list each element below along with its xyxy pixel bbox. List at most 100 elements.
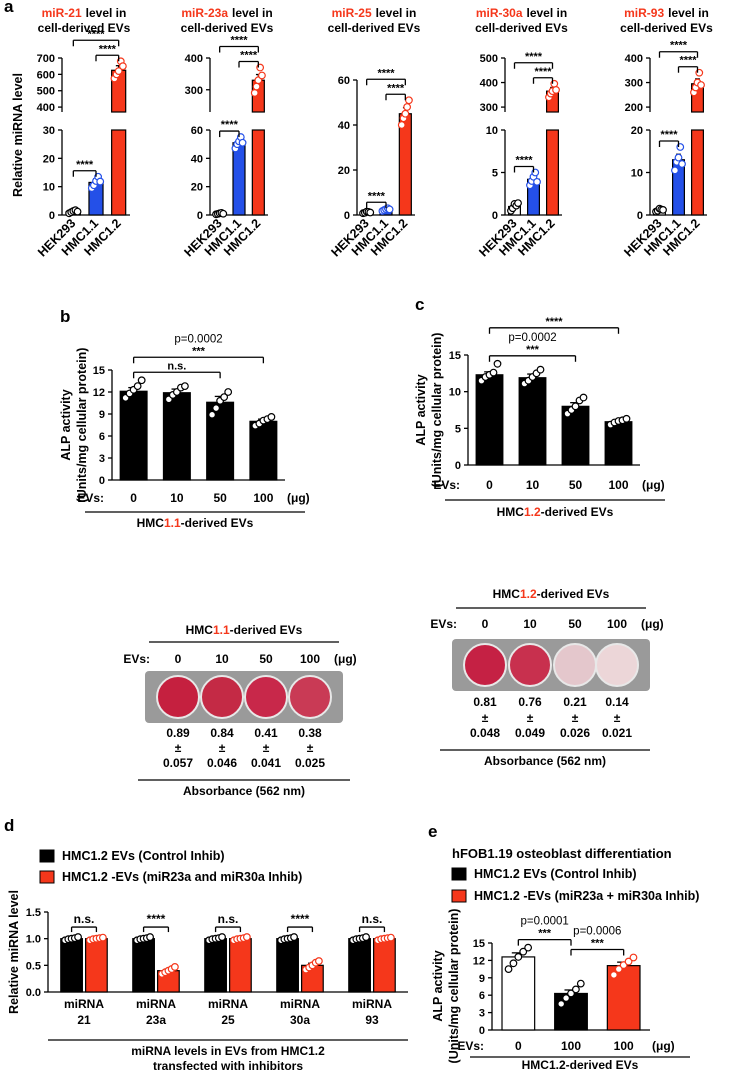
y-tick-label: 1.5 [26,907,41,919]
bar [204,938,227,993]
y-tick-label: 300 [185,85,203,97]
wells-title-part: HMC [493,587,521,601]
plus-minus: ± [482,711,489,725]
y-tick-label: 20 [43,153,55,165]
y-tick-label: 400 [625,53,643,65]
y-tick-label: 12 [473,955,485,967]
data-point [401,109,410,118]
bar [119,390,148,481]
absorbance-error: 0.041 [251,756,281,770]
chart-title: miR-23a level in [181,6,272,20]
data-point [146,933,154,941]
panel-letter: e [428,822,437,841]
significance-label: *** [538,928,552,940]
bar [475,374,504,466]
y-tick-label: 500 [480,53,498,65]
absorbance-error: 0.057 [163,756,193,770]
bar [60,938,83,993]
data-point [114,67,123,75]
significance-label: **** [230,35,248,47]
x-tick-label: miRNA [208,997,248,1011]
x-tick-label: miRNA [136,997,176,1011]
data-point [562,994,571,1002]
x-tick-label: 93 [365,1013,379,1027]
panel-letter: c [415,295,424,314]
data-point [366,208,375,217]
wells-title-part: HMC [186,623,214,637]
data-point [137,376,146,385]
absorbance-error: 0.025 [295,756,325,770]
y-tick-label: 20 [191,182,203,194]
plus-minus: ± [219,741,226,755]
bar [232,142,246,216]
y-tick-label: 300 [480,102,498,114]
significance-label: **** [221,119,239,131]
data-point [212,404,221,413]
legend-label: HMC1.2 EVs (Control Inhib) [62,849,225,863]
x-tick-label: 100 [607,617,627,631]
legend-swatch [451,889,467,903]
y-axis-label: (Units/mg cellular protein) [430,333,444,488]
significance-label: **** [545,316,563,328]
x-tick-label: 0 [515,1039,522,1053]
y-tick-label: 9 [99,409,105,421]
bar [691,129,704,216]
plus-minus: ± [175,741,182,755]
significance-label: **** [147,912,166,926]
plus-minus: ± [263,741,270,755]
data-point [552,86,560,94]
well [595,643,639,687]
y-tick-label: 5 [455,423,461,435]
bar [373,938,396,993]
data-point [267,413,276,421]
plus-minus: ± [614,711,621,725]
significance-label: **** [660,129,678,141]
data-point [258,71,266,80]
x-tick-label: miRNA [280,997,320,1011]
y-tick-label: 0 [99,475,105,487]
data-point [609,971,618,979]
absorbance-value: 0.76 [518,695,542,709]
x-tick-label: miRNA [352,997,392,1011]
significance-label: **** [368,190,386,202]
x-tick-label: 100 [253,491,273,505]
data-point [218,933,226,941]
x-tick-label: 21 [77,1013,91,1027]
absorbance-error: 0.048 [470,726,500,740]
y-tick-label: 40 [191,153,203,165]
bar [85,938,108,993]
legend-swatch [451,867,467,881]
x-axis-label-part: 1.1 [164,516,181,530]
x-unit: (μg) [334,652,357,666]
x-tick-label: 100 [614,1039,634,1053]
data-point [571,985,580,994]
chart-title: cell-derived EVs [620,21,713,35]
significance-label: *** [591,938,605,950]
y-tick-label: 20 [338,165,350,177]
x-prefix: EVs: [457,1039,484,1053]
bar [398,113,412,216]
legend-label: HMC1.2 -EVs (miR23a and miR30a Inhib) [62,870,302,884]
data-point [405,96,413,105]
bar [276,938,299,993]
bar [546,129,559,216]
x-tick-label: 10 [526,478,540,492]
data-point [385,205,394,214]
well [508,643,552,687]
y-tick-label: 0.0 [26,987,41,999]
data-point [524,943,533,952]
x-axis-label: transfected with inhibitors [153,1059,303,1073]
wells-title-part: 1.2 [520,587,537,601]
x-axis-label: Absorbance (562 nm) [183,784,305,798]
data-point [571,402,580,411]
significance-label: **** [87,28,105,40]
well [463,643,507,687]
data-point [614,965,623,973]
data-point [252,82,261,91]
bar [132,938,155,993]
legend-label: HMC1.2 -EVs (miR23a + miR30a Inhib) [474,889,699,903]
wells-title: HMC1.1-derived EVs [186,623,303,637]
data-point [387,933,395,942]
x-tick-label: 50 [569,478,583,492]
significance-label: n.s. [362,912,383,926]
